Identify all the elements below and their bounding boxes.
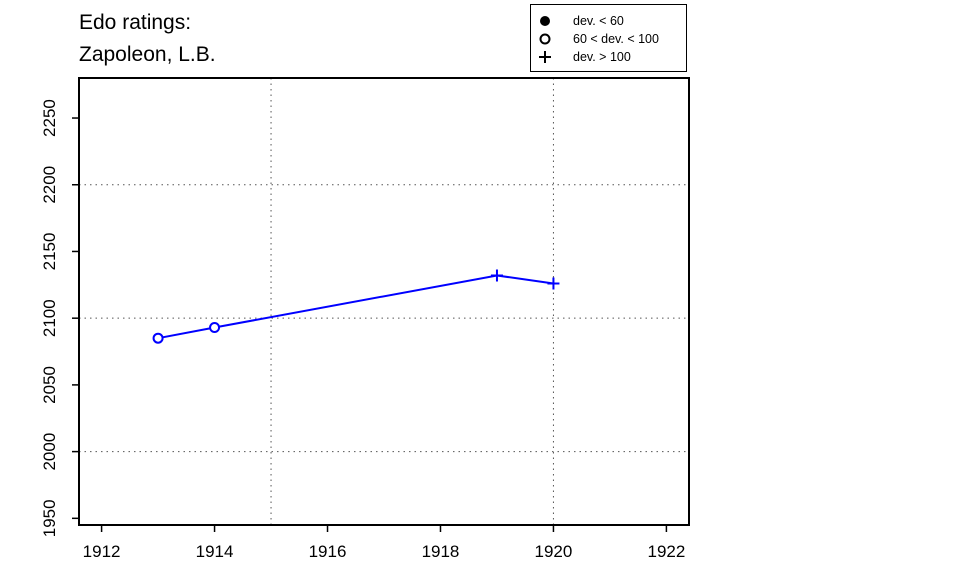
legend-label: dev. < 60 [573, 14, 624, 28]
data-point [152, 332, 164, 344]
filled-circle-icon [540, 16, 550, 26]
y-tick-label: 2150 [40, 233, 59, 271]
data-point [490, 269, 503, 282]
y-tick-label: 2000 [40, 433, 59, 471]
x-tick-label: 1914 [196, 542, 234, 561]
series-line [157, 274, 554, 340]
y-tick-label: 2050 [40, 366, 59, 404]
plot-frame [78, 77, 690, 526]
chart-title-line2: Zapoleon, L.B. [79, 43, 216, 66]
legend-item-filled-circle: dev. < 60 [531, 13, 686, 29]
x-tick-label: 1912 [83, 542, 121, 561]
x-tick-label: 1916 [309, 542, 347, 561]
x-tick-label: 1920 [535, 542, 573, 561]
x-axis: 1912 1914 1916 1918 1920 1922 [83, 525, 685, 561]
grid [79, 78, 689, 525]
x-tick-label: 1918 [422, 542, 460, 561]
legend-label: dev. > 100 [573, 50, 631, 64]
legend-label: 60 < dev. < 100 [573, 32, 659, 46]
data-point [547, 277, 560, 290]
legend: dev. < 60 60 < dev. < 100 dev. > 100 [530, 4, 687, 72]
y-tick-label: 1950 [40, 499, 59, 537]
y-axis: 1950 2000 2050 2100 2150 2200 2250 [40, 99, 79, 537]
y-tick-label: 2250 [40, 99, 59, 137]
y-tick-label: 2100 [40, 299, 59, 337]
plus-icon [539, 51, 551, 63]
data-point [209, 322, 221, 334]
y-tick-label: 2200 [40, 166, 59, 204]
open-circle-icon [539, 33, 551, 45]
chart-title-line1: Edo ratings: [79, 11, 192, 34]
legend-item-open-circle: 60 < dev. < 100 [531, 31, 686, 47]
legend-item-plus: dev. > 100 [531, 49, 686, 65]
x-tick-label: 1922 [647, 542, 685, 561]
series-layer [152, 269, 560, 344]
